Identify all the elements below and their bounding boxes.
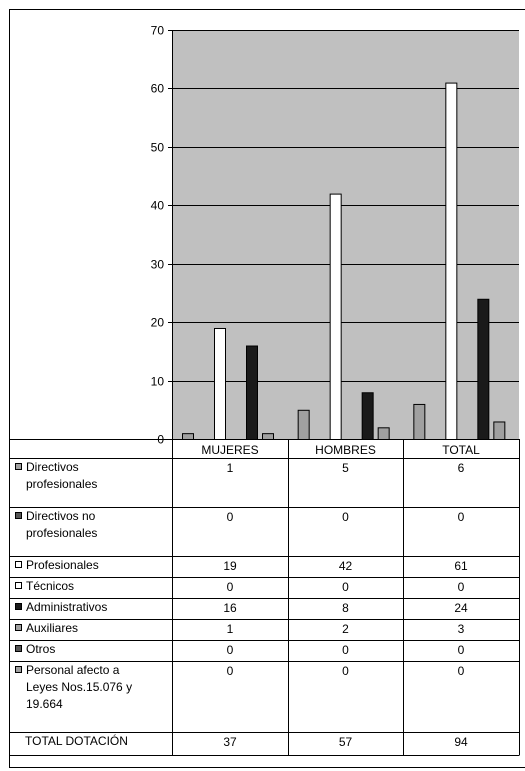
y-tick-label: 70	[151, 24, 165, 38]
row-label-profesionales: Profesionales	[26, 558, 99, 572]
bar-administrativos-hombres	[361, 392, 374, 440]
cell-total-dotacion-hombres: 57	[339, 735, 353, 749]
row-label-line: profesionales	[26, 477, 97, 491]
row-label-line: Leyes Nos.15.076 y	[26, 680, 132, 694]
row-label-line: TOTAL DOTACIÓN	[25, 733, 128, 748]
plot-area	[172, 30, 519, 439]
bar-auxiliares-total	[493, 421, 506, 441]
y-tick-label: 20	[151, 316, 165, 330]
cell-personal-afecto-a-leyes-nos-15-076-y-19-664-mujeres: 0	[227, 664, 234, 678]
legend-swatch-directivos-profesionales	[15, 463, 22, 470]
cell-profesionales-total: 61	[454, 559, 468, 573]
bar-administrativos-total	[477, 298, 490, 440]
bar-directivos-profesionales-hombres	[297, 409, 310, 440]
y-tick-label: 60	[151, 82, 165, 96]
category-label-hombres: HOMBRES	[315, 443, 376, 457]
bar-auxiliares-mujeres	[262, 433, 274, 440]
cell-administrativos-hombres: 8	[342, 601, 349, 615]
row-label-directivos-no-profesionales: Directivos no profesionales	[26, 509, 97, 540]
legend-swatch-otros	[15, 645, 22, 652]
legend-swatch-profesionales	[15, 561, 22, 568]
cell-directivos-profesionales-hombres: 5	[342, 461, 349, 475]
cell-total-dotacion-mujeres: 37	[223, 735, 237, 749]
cell-directivos-no-profesionales-hombres: 0	[342, 510, 349, 524]
category-label-total: TOTAL	[442, 443, 480, 457]
cell-administrativos-total: 24	[454, 601, 468, 615]
cell-tecnicos-hombres: 0	[342, 580, 349, 594]
cell-auxiliares-hombres: 2	[342, 622, 349, 636]
cell-profesionales-hombres: 42	[339, 559, 353, 573]
cell-auxiliares-mujeres: 1	[227, 622, 234, 636]
cell-personal-afecto-a-leyes-nos-15-076-y-19-664-total: 0	[458, 664, 465, 678]
legend-swatch-directivos-no-profesionales	[15, 512, 22, 519]
cell-directivos-profesionales-mujeres: 1	[227, 461, 234, 475]
row-label-auxiliares: Auxiliares	[26, 621, 78, 635]
cell-administrativos-mujeres: 16	[223, 601, 237, 615]
row-label-line: Directivos no	[26, 509, 96, 523]
y-tick-label: 40	[151, 199, 165, 213]
row-label-line: Personal afecto a	[26, 663, 120, 677]
cell-tecnicos-mujeres: 0	[227, 580, 234, 594]
bar-auxiliares-hombres	[377, 427, 390, 441]
row-label-total-dotacion: TOTAL DOTACIÓN	[25, 733, 128, 748]
y-tick-label: 50	[151, 141, 165, 155]
cell-directivos-no-profesionales-total: 0	[458, 510, 465, 524]
row-label-line: profesionales	[26, 526, 97, 540]
cell-auxiliares-total: 3	[458, 622, 465, 636]
y-tick-label: 30	[151, 258, 165, 272]
cell-otros-hombres: 0	[342, 643, 349, 657]
bar-profesionales-total	[445, 82, 458, 440]
category-label-mujeres: MUJERES	[201, 443, 258, 457]
cell-directivos-no-profesionales-mujeres: 0	[227, 510, 234, 524]
cell-otros-total: 0	[458, 643, 465, 657]
row-label-otros: Otros	[26, 642, 55, 656]
row-label-administrativos: Administrativos	[26, 600, 107, 614]
row-label-line: Profesionales	[26, 558, 99, 572]
row-label-line: 19.664	[26, 697, 63, 711]
row-label-line: Técnicos	[26, 579, 74, 593]
cell-total-dotacion-total: 94	[454, 735, 468, 749]
row-label-tecnicos: Técnicos	[26, 579, 74, 593]
row-label-line: Directivos	[26, 460, 79, 474]
bar-profesionales-hombres	[329, 193, 342, 440]
row-label-line: Administrativos	[26, 600, 107, 614]
legend-swatch-administrativos	[15, 603, 22, 610]
cell-profesionales-mujeres: 19	[223, 559, 237, 573]
legend-swatch-personal-afecto-a-leyes-nos-15-076-y-19-664	[15, 666, 22, 673]
bar-directivos-profesionales-mujeres	[182, 433, 194, 440]
row-label-personal-afecto-a-leyes-nos-15-076-y-19-664: Personal afecto a Leyes Nos.15.076 y 19.66…	[26, 663, 132, 711]
bar-profesionales-mujeres	[214, 327, 226, 440]
y-tick-label: 10	[151, 375, 165, 389]
legend-swatch-tecnicos	[15, 582, 22, 589]
legend-swatch-auxiliares	[15, 624, 22, 631]
cell-directivos-profesionales-total: 6	[458, 461, 465, 475]
bar-administrativos-mujeres	[246, 345, 258, 440]
row-label-line: Otros	[26, 642, 55, 656]
cell-personal-afecto-a-leyes-nos-15-076-y-19-664-hombres: 0	[342, 664, 349, 678]
cell-tecnicos-total: 0	[458, 580, 465, 594]
row-label-directivos-profesionales: Directivos profesionales	[26, 460, 97, 491]
row-label-line: Auxiliares	[26, 621, 78, 635]
cell-otros-mujeres: 0	[227, 643, 234, 657]
bar-directivos-profesionales-total	[413, 403, 426, 441]
